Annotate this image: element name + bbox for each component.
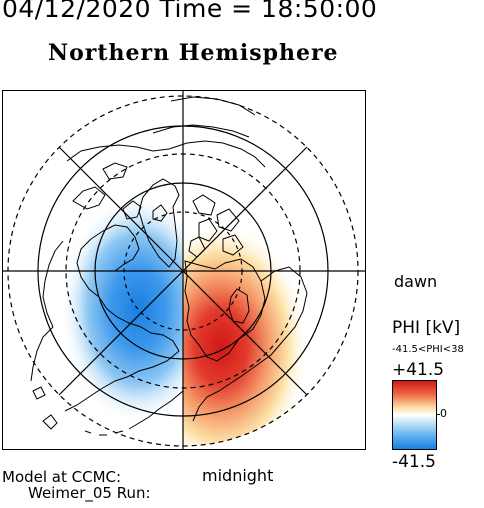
meridian-lines xyxy=(3,91,365,449)
hemisphere-title: Northern Hemisphere xyxy=(48,40,339,66)
model-label: Model at CCMC: xyxy=(2,468,122,486)
datetime-title: 04/12/2020 Time = 18:50:00 xyxy=(2,0,378,23)
run-label: Weimer_05 Run: xyxy=(28,484,151,502)
colorbar-zero-label: 0 xyxy=(440,407,447,420)
colorbar-min-label: -41.5 xyxy=(392,452,436,472)
midnight-label: midnight xyxy=(202,466,274,485)
colorbar-range: -41.5<PHI<38 xyxy=(392,344,464,355)
coastlines xyxy=(30,96,308,436)
polar-map-plot xyxy=(2,90,366,450)
polar-map-svg xyxy=(3,91,365,449)
dawn-label: dawn xyxy=(394,272,438,291)
colorbar-max-label: +41.5 xyxy=(392,360,445,380)
colorbar xyxy=(392,380,440,450)
colorbar-title: PHI [kV] xyxy=(392,318,461,338)
colorbar-zero-tick xyxy=(436,414,440,415)
negative-cell xyxy=(60,193,183,425)
positive-cell xyxy=(183,225,307,446)
